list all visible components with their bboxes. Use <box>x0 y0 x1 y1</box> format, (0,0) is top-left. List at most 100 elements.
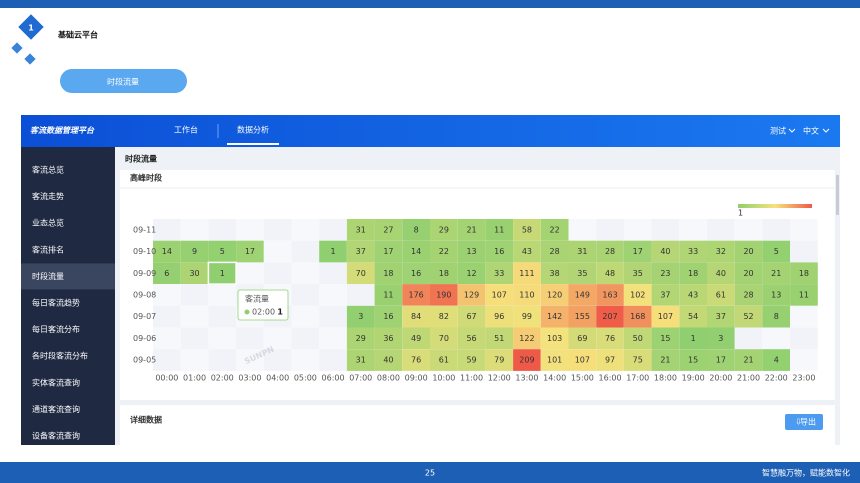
sidebar-item[interactable]: 每日客流趋势 <box>32 298 80 308</box>
cell-label: 13 <box>466 247 476 256</box>
user[interactable]: 测试 <box>770 126 786 136</box>
cell-label: 30 <box>189 269 199 278</box>
cell-label: 16 <box>494 247 504 256</box>
cell-label: 18 <box>688 269 698 278</box>
cell-label: 15 <box>688 356 698 365</box>
cell-label: 1 <box>691 334 696 343</box>
cell-label: 11 <box>799 290 809 299</box>
sidebar-item[interactable]: 实体客流查询 <box>32 377 80 387</box>
sidebar-item[interactable]: 客流排名 <box>32 244 64 254</box>
row-label: 09-07 <box>133 312 156 321</box>
cell-label: 79 <box>494 356 504 365</box>
heat-cell <box>596 327 624 350</box>
nav-item[interactable]: 工作台 <box>174 125 198 135</box>
heat-cell <box>513 349 541 371</box>
cell-label: 12 <box>466 269 476 278</box>
cell-label: 8 <box>774 312 779 321</box>
heat-cell <box>402 219 430 241</box>
empty-cell <box>734 327 763 350</box>
empty-cell <box>319 284 347 306</box>
sidebar-item[interactable]: 业态总览 <box>32 218 64 228</box>
empty-cell <box>263 262 292 285</box>
heat-cell <box>540 240 569 263</box>
empty-cell <box>346 284 375 306</box>
heat-cell <box>568 305 597 328</box>
heat-cell <box>762 262 791 285</box>
cell-label: 176 <box>409 290 424 299</box>
sidebar-item[interactable]: 客流走势 <box>32 191 64 201</box>
empty-cell <box>236 219 264 241</box>
pill <box>60 69 187 93</box>
cell-label: 18 <box>439 269 449 278</box>
heat-cell <box>596 349 624 371</box>
heat-cell <box>707 240 735 263</box>
heat-cell <box>457 349 486 371</box>
cell-label: 84 <box>411 312 421 321</box>
heat-cell <box>457 305 486 328</box>
export-icon: ⇩ <box>795 418 802 427</box>
cell-label: 17 <box>716 356 726 365</box>
empty-cell <box>153 219 181 241</box>
heat-cell <box>651 349 680 371</box>
heat-cell <box>402 305 430 328</box>
sidebar-item[interactable]: 通道客流查询 <box>32 404 80 414</box>
heat-cell <box>762 284 791 306</box>
heat-cell <box>513 240 541 263</box>
heat-cell <box>457 219 486 241</box>
heat-cell <box>679 240 707 263</box>
sidebar-item[interactable]: 时段流量 <box>32 271 64 281</box>
x-label: 16:00 <box>599 374 622 383</box>
cell-label: 13 <box>771 290 781 299</box>
cell-label: 111 <box>519 269 534 278</box>
heat-cell <box>346 240 375 263</box>
heat-cell <box>679 284 707 306</box>
scrollbar <box>836 175 839 215</box>
heat-cell <box>540 262 569 285</box>
cell-label: 75 <box>633 356 643 365</box>
cell-label: 21 <box>660 356 670 365</box>
heat-cell <box>457 262 486 285</box>
sidebar-item[interactable]: 各时段客流分布 <box>32 351 88 361</box>
cell-label: 21 <box>771 269 781 278</box>
cell-label: 209 <box>519 356 534 365</box>
empty-cell <box>291 327 320 350</box>
heat-cell <box>623 240 652 263</box>
heat-cell <box>596 305 624 328</box>
cell-label: 17 <box>633 247 643 256</box>
cell-label: 59 <box>466 356 476 365</box>
cell-label: 190 <box>436 290 451 299</box>
export-button[interactable] <box>785 414 823 430</box>
cell-label: 14 <box>411 247 421 256</box>
x-label: 02:00 <box>211 374 234 383</box>
heat-cell <box>651 327 680 350</box>
heat-cell <box>568 262 597 285</box>
sidebar-item[interactable]: 每日客流分布 <box>32 324 80 334</box>
nav-underline <box>227 143 279 145</box>
page-number: 25 <box>425 469 435 478</box>
empty-cell <box>236 262 264 285</box>
heat-cell <box>374 327 403 350</box>
cell-label: 11 <box>383 290 393 299</box>
cell-label: 3 <box>358 312 363 321</box>
x-label: 12:00 <box>488 374 511 383</box>
heat-cell <box>374 305 403 328</box>
cell-label: 36 <box>383 334 393 343</box>
cell-label: 18 <box>383 269 393 278</box>
sidebar-item[interactable]: 设备客流查询 <box>32 431 80 441</box>
sidebar-item[interactable]: 客流总览 <box>32 165 64 175</box>
cell-label: 107 <box>492 290 507 299</box>
cell-label: 21 <box>743 356 753 365</box>
cell-label: 6 <box>164 269 169 278</box>
heat-cell <box>457 240 486 263</box>
cell-label: 70 <box>356 269 366 278</box>
cell-label: 50 <box>633 334 643 343</box>
cell-label: 99 <box>522 312 532 321</box>
heat-cell <box>430 262 458 285</box>
cell-label: 20 <box>743 269 753 278</box>
nav-item[interactable]: 数据分析 <box>237 125 269 135</box>
heat-cell <box>485 349 514 371</box>
empty-cell <box>319 349 347 371</box>
lang[interactable]: 中文 <box>803 126 819 136</box>
heat-cell <box>374 349 403 371</box>
heat-cell <box>513 284 541 306</box>
